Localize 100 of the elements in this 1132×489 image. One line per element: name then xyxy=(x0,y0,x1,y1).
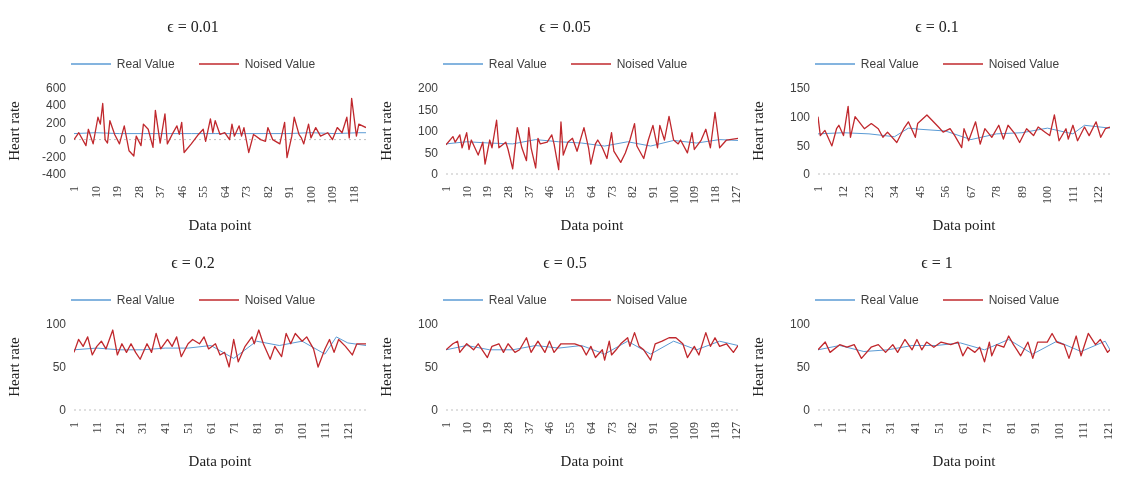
legend-label: Noised Value xyxy=(616,293,688,307)
x-tick-label: 64 xyxy=(583,422,598,434)
x-tick-label: 1 xyxy=(67,186,81,192)
y-tick-label: 0 xyxy=(803,403,811,418)
legend-label: Real Value xyxy=(116,57,175,71)
y-axis-title: Heart rate xyxy=(750,336,767,397)
line-series xyxy=(818,332,1110,363)
y-tick-label: 50 xyxy=(796,138,811,153)
x-tick-label: 1 xyxy=(439,186,453,192)
chart-title: ϵ = 0.01 xyxy=(166,18,220,37)
x-tick-label: 118 xyxy=(347,186,362,204)
x-tick-label: 11 xyxy=(89,422,104,434)
x-tick-label: 67 xyxy=(963,186,978,198)
x-tick-label: 101 xyxy=(295,422,310,440)
x-tick-label: 55 xyxy=(196,186,211,198)
y-tick-label: 50 xyxy=(424,145,439,160)
x-tick-label: 61 xyxy=(203,422,218,434)
x-tick-label: 61 xyxy=(955,422,970,434)
x-tick-label: 51 xyxy=(181,422,196,434)
x-tick-label: 78 xyxy=(989,186,1004,198)
x-tick-label: 55 xyxy=(563,186,578,198)
line-series xyxy=(446,111,738,171)
x-tick-label: 10 xyxy=(459,186,474,198)
legend-label: Noised Value xyxy=(616,57,688,71)
x-tick-label: 28 xyxy=(501,186,516,198)
x-tick-label: 89 xyxy=(1014,186,1029,198)
x-tick-label: 1 xyxy=(439,422,453,428)
legend-label: Noised Value xyxy=(988,57,1060,71)
x-tick-label: 100 xyxy=(666,186,681,204)
x-tick-label: 71 xyxy=(226,422,241,434)
x-tick-label: 109 xyxy=(687,186,702,204)
x-tick-label: 82 xyxy=(625,422,640,434)
x-tick-label: 82 xyxy=(625,186,640,198)
chart-title: ϵ = 0.2 xyxy=(170,254,216,273)
chart-title: ϵ = 0.5 xyxy=(542,254,588,273)
x-tick-label: 46 xyxy=(174,186,189,198)
x-tick-label: 11 xyxy=(835,422,850,434)
y-tick-label: 50 xyxy=(424,360,439,375)
x-tick-label: 118 xyxy=(708,186,723,204)
x-tick-label: 12 xyxy=(836,186,851,198)
line-series xyxy=(74,336,366,359)
x-tick-label: 31 xyxy=(135,422,150,434)
x-tick-label: 91 xyxy=(282,186,297,198)
y-tick-label: 0 xyxy=(431,167,439,182)
line-series xyxy=(74,97,366,159)
y-tick-label: 50 xyxy=(52,360,67,375)
chart-title: ϵ = 0.1 xyxy=(914,18,960,37)
x-tick-label: 45 xyxy=(912,186,927,198)
y-tick-label: 600 xyxy=(45,81,67,96)
x-tick-label: 91 xyxy=(645,422,660,434)
x-tick-label: 34 xyxy=(887,186,902,198)
y-tick-label: -200 xyxy=(41,150,67,165)
x-tick-label: 111 xyxy=(317,422,332,440)
x-tick-label: 1 xyxy=(811,186,825,192)
line-series xyxy=(74,329,366,368)
y-tick-label: 100 xyxy=(417,124,439,139)
x-tick-label: 19 xyxy=(110,186,125,198)
x-tick-label: 37 xyxy=(521,422,536,434)
y-axis-title: Heart rate xyxy=(750,100,767,161)
x-tick-label: 91 xyxy=(272,422,287,434)
x-tick-label: 127 xyxy=(728,186,743,204)
y-tick-label: 150 xyxy=(417,102,439,117)
legend-label: Real Value xyxy=(488,293,547,307)
x-tick-label: 111 xyxy=(1076,422,1091,440)
legend-label: Real Value xyxy=(860,57,919,71)
x-tick-label: 73 xyxy=(604,186,619,198)
x-tick-label: 101 xyxy=(1052,422,1067,440)
x-tick-label: 56 xyxy=(938,186,953,198)
x-tick-label: 37 xyxy=(521,186,536,198)
x-tick-label: 28 xyxy=(131,186,146,198)
line-series xyxy=(446,340,738,355)
x-tick-label: 91 xyxy=(645,186,660,198)
x-tick-label: 122 xyxy=(1091,186,1106,204)
x-tick-label: 19 xyxy=(480,186,495,198)
legend-label: Noised Value xyxy=(988,293,1060,307)
x-tick-label: 111 xyxy=(1065,186,1080,204)
y-tick-label: 50 xyxy=(796,360,811,375)
x-tick-label: 81 xyxy=(249,422,264,434)
y-tick-label: 0 xyxy=(431,403,439,418)
y-tick-label: 400 xyxy=(45,98,67,113)
y-tick-label: -400 xyxy=(41,167,67,182)
y-tick-label: 100 xyxy=(789,109,811,124)
x-tick-label: 37 xyxy=(153,186,168,198)
legend-label: Noised Value xyxy=(244,293,316,307)
x-tick-label: 81 xyxy=(1004,422,1019,434)
x-tick-label: 73 xyxy=(239,186,254,198)
x-tick-label: 46 xyxy=(542,422,557,434)
x-tick-label: 21 xyxy=(859,422,874,434)
legend-label: Noised Value xyxy=(244,57,316,71)
y-axis-title: Heart rate xyxy=(378,336,395,397)
y-tick-label: 100 xyxy=(417,317,439,332)
x-tick-label: 71 xyxy=(979,422,994,434)
chart-title: ϵ = 0.05 xyxy=(538,18,592,37)
x-tick-label: 41 xyxy=(158,422,173,434)
y-tick-label: 0 xyxy=(59,403,67,418)
line-series xyxy=(818,105,1110,149)
y-axis-title: Heart rate xyxy=(6,100,23,161)
x-tick-label: 91 xyxy=(1028,422,1043,434)
x-tick-label: 100 xyxy=(666,422,681,440)
x-tick-label: 21 xyxy=(112,422,127,434)
